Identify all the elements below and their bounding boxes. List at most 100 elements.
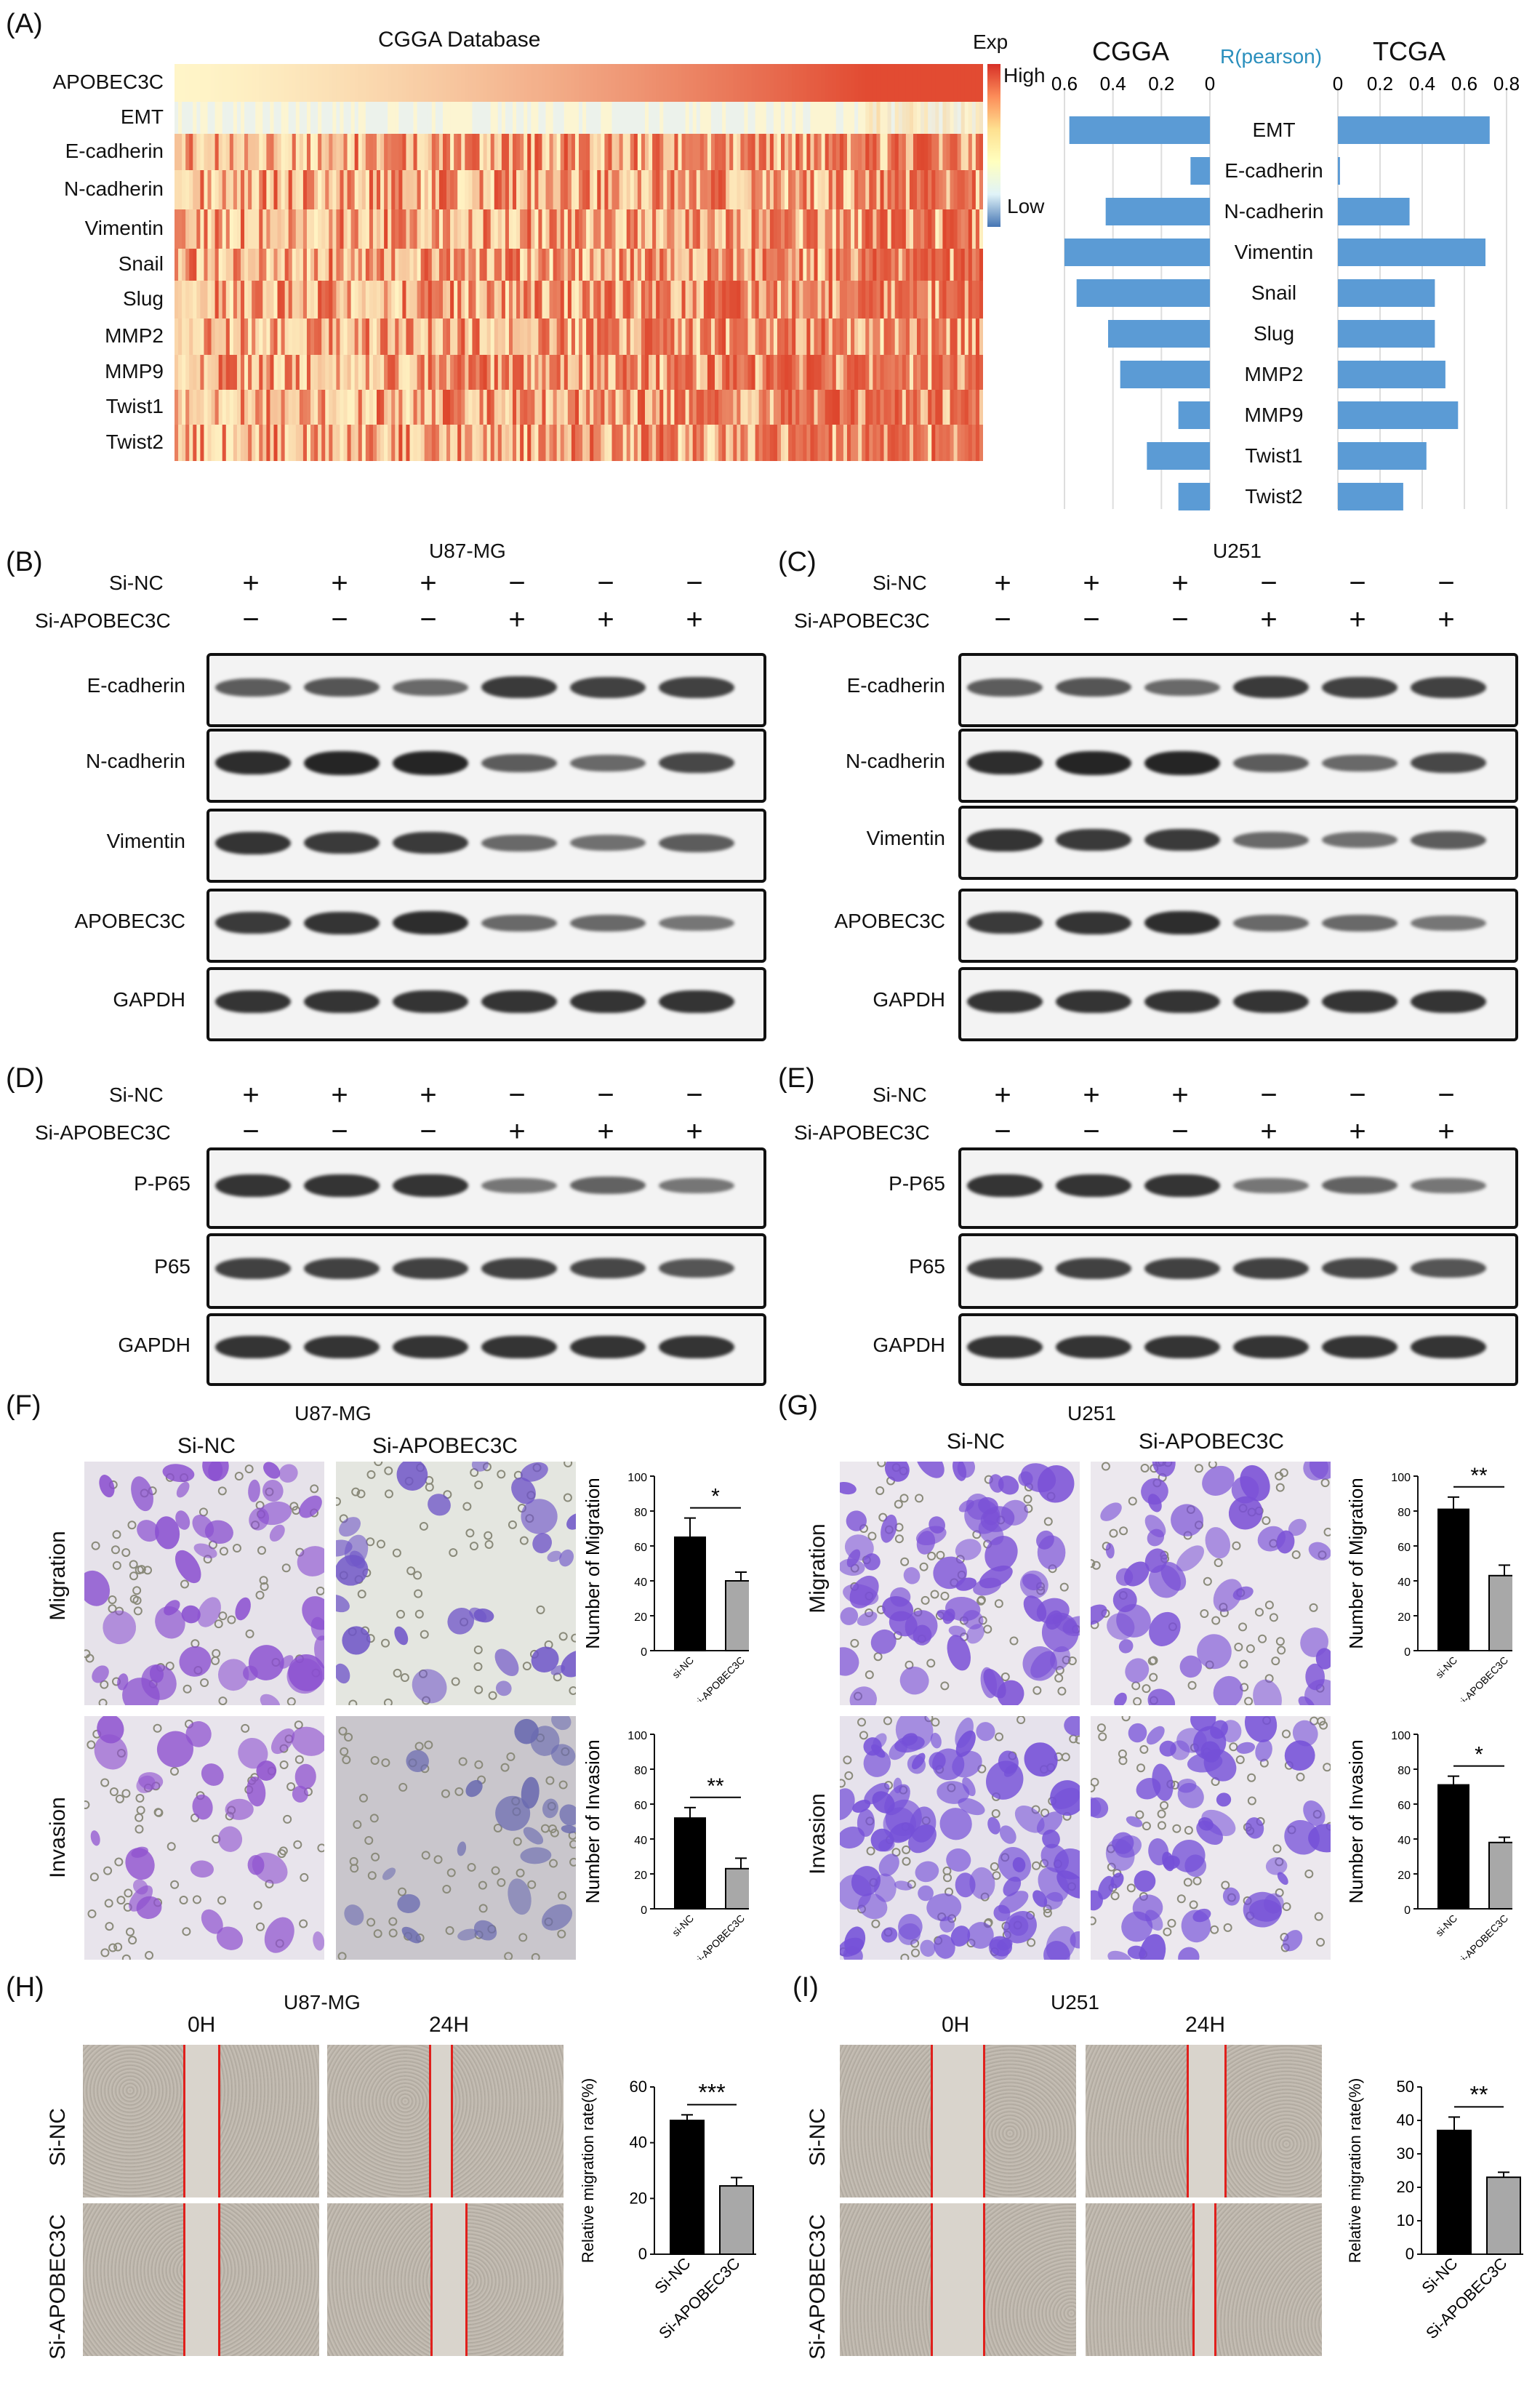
heatmap-cell xyxy=(461,249,465,281)
heatmap-cell xyxy=(204,249,208,281)
heatmap-cell xyxy=(380,281,385,318)
y-axis-label: Number of Invasion xyxy=(1345,1739,1367,1903)
heatmap-row-label: Snail xyxy=(118,252,164,275)
heatmap-cell xyxy=(567,281,572,318)
stained-cell xyxy=(1253,1679,1282,1705)
heatmap-cell xyxy=(773,134,778,170)
stained-cell xyxy=(1308,1542,1331,1560)
stained-cell xyxy=(1147,1528,1165,1547)
blot-band xyxy=(1322,676,1397,698)
blot-band xyxy=(1411,1259,1486,1278)
heatmap-cell xyxy=(332,209,337,249)
stained-cell xyxy=(559,1804,576,1826)
pore xyxy=(549,1859,558,1868)
heatmap-cell xyxy=(762,318,767,355)
heatmap-cell xyxy=(486,134,492,170)
heatmap-cell xyxy=(641,318,646,355)
heatmap-cell xyxy=(876,64,881,102)
heatmap-cell xyxy=(343,209,348,249)
heatmap-cell xyxy=(501,249,506,281)
pore xyxy=(1000,1672,1010,1682)
heatmap-cell xyxy=(567,170,572,209)
heatmap-cell xyxy=(766,102,771,134)
heatmap-cell xyxy=(633,249,638,281)
heatmap-cell xyxy=(350,64,356,102)
heatmap-cell xyxy=(590,318,594,355)
heatmap-cell xyxy=(549,209,554,249)
heatmap-cell xyxy=(964,209,969,249)
heatmap-cell xyxy=(284,281,289,318)
heatmap-cell xyxy=(472,170,476,209)
heatmap-cell xyxy=(641,209,646,249)
heatmap-cell xyxy=(252,390,256,425)
heatmap-cell xyxy=(792,64,796,102)
heatmap-cell xyxy=(637,355,642,390)
heatmap-cell xyxy=(248,134,252,170)
pore xyxy=(1264,1600,1274,1610)
heatmap-cell xyxy=(869,425,873,461)
heatmap-cell xyxy=(284,102,289,134)
heatmap-cell xyxy=(428,249,433,281)
heatmap-cell xyxy=(461,209,465,249)
heatmap-cell xyxy=(846,390,851,425)
heatmap-cell xyxy=(200,209,204,249)
heatmap-cell xyxy=(678,425,683,461)
heatmap-cell xyxy=(501,64,506,102)
sinc-sign: − xyxy=(1437,1079,1455,1111)
heatmap-cell xyxy=(531,64,535,102)
heatmap-cell xyxy=(402,249,406,281)
heatmap-cell xyxy=(626,102,631,134)
heatmap-cell xyxy=(810,318,814,355)
heatmap-cell xyxy=(292,64,297,102)
pore xyxy=(1135,1810,1144,1819)
heatmap-cell xyxy=(527,318,532,355)
heatmap-cell xyxy=(839,209,844,249)
pore xyxy=(943,1873,953,1883)
blot-band xyxy=(1233,990,1309,1013)
pore xyxy=(145,1951,154,1960)
heatmap-cell xyxy=(979,249,983,281)
heatmap-cell xyxy=(413,64,418,102)
heatmap-cell xyxy=(505,355,510,390)
heatmap-cell xyxy=(340,318,345,355)
heatmap-cell xyxy=(953,249,958,281)
pore xyxy=(300,1872,309,1882)
siapobec3c-sign: − xyxy=(1083,604,1100,636)
heatmap-cell xyxy=(542,209,547,249)
heatmap-cell xyxy=(508,64,513,102)
heatmap-cell xyxy=(442,64,447,102)
heatmap-cell xyxy=(718,170,723,209)
heatmap-row-label: MMP9 xyxy=(105,360,164,382)
heatmap-cell xyxy=(266,390,270,425)
heatmap-cell xyxy=(310,134,315,170)
pore xyxy=(100,1680,109,1689)
heatmap-cell xyxy=(395,281,399,318)
heatmap-cell xyxy=(946,64,951,102)
heatmap-cell xyxy=(413,390,418,425)
heatmap-cell xyxy=(524,209,528,249)
heatmap-cell xyxy=(597,425,601,461)
stained-cell xyxy=(269,1524,285,1542)
pore xyxy=(105,1922,114,1931)
stained-cell xyxy=(1008,1915,1029,1936)
heatmap-cell xyxy=(340,390,345,425)
heatmap-cell xyxy=(560,355,565,390)
heatmap-cell xyxy=(633,281,638,318)
heatmap-cell xyxy=(513,249,517,281)
heatmap-cell xyxy=(553,64,558,102)
heatmap-cell xyxy=(590,134,594,170)
heatmap-cell xyxy=(270,134,274,170)
corr-left-bar xyxy=(1147,442,1210,470)
heatmap-cell xyxy=(321,318,326,355)
heatmap-cell xyxy=(950,102,955,134)
heatmap-cell xyxy=(454,390,458,425)
pore xyxy=(143,1566,153,1575)
heatmap-cell xyxy=(828,170,833,209)
heatmap-cell xyxy=(200,102,204,134)
stained-cell xyxy=(1091,1890,1103,1911)
heatmap-cell xyxy=(442,318,447,355)
heatmap-cell xyxy=(851,170,855,209)
pore xyxy=(400,1673,409,1683)
heatmap-cell xyxy=(869,102,873,134)
heatmap-cell xyxy=(641,134,646,170)
